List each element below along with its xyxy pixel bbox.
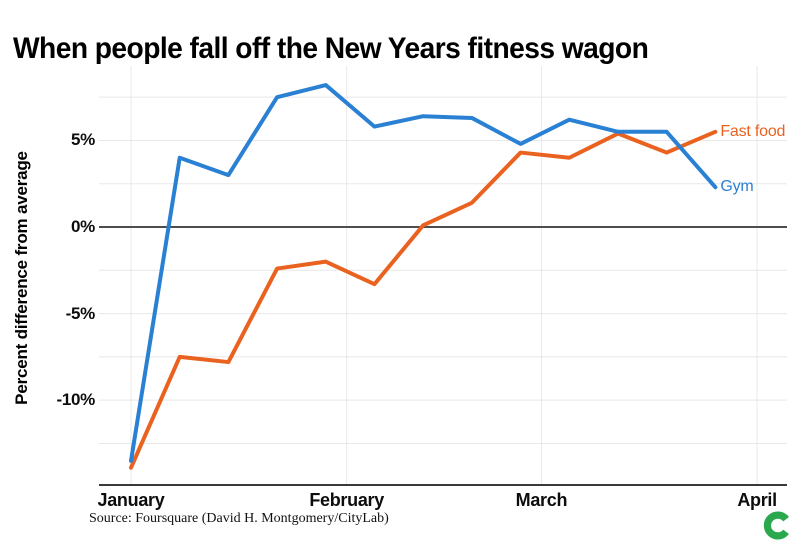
chart-title: When people fall off the New Years fitne… bbox=[13, 32, 649, 66]
series-line-fast-food bbox=[129, 129, 718, 470]
logo-c-arc bbox=[763, 511, 789, 540]
source-credit: Source: Foursquare (David H. Montgomery/… bbox=[89, 511, 389, 526]
series-line-gym bbox=[129, 83, 718, 463]
citylab-logo-icon bbox=[763, 511, 789, 540]
